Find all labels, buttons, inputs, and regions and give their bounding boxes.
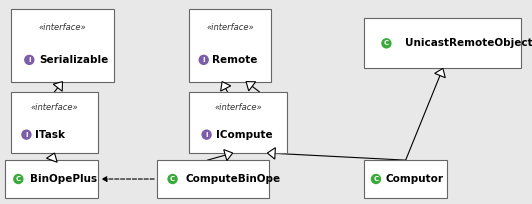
Text: «interface»: «interface» [206, 23, 254, 32]
Bar [189, 9, 271, 82]
Polygon shape [224, 150, 233, 161]
Ellipse shape [168, 175, 177, 184]
Text: ITask: ITask [35, 130, 65, 140]
Text: UnicastRemoteObject: UnicastRemoteObject [405, 38, 532, 48]
Bar [364, 18, 521, 68]
Text: C: C [384, 40, 389, 46]
Text: C: C [373, 176, 379, 182]
Bar [157, 160, 269, 198]
Text: C: C [16, 176, 21, 182]
Ellipse shape [382, 39, 391, 48]
Text: Serializable: Serializable [40, 55, 109, 65]
Text: I: I [205, 132, 208, 138]
Text: I: I [28, 57, 30, 63]
Ellipse shape [199, 55, 208, 64]
Bar [189, 92, 287, 153]
Text: «interface»: «interface» [31, 103, 78, 112]
Text: «interface»: «interface» [214, 103, 262, 112]
Text: C: C [170, 176, 175, 182]
Text: I: I [25, 132, 28, 138]
Polygon shape [268, 148, 276, 159]
Text: ComputeBinOpe: ComputeBinOpe [186, 174, 281, 184]
Text: BinOpePlus: BinOpePlus [29, 174, 97, 184]
Text: Remote: Remote [212, 55, 257, 65]
Ellipse shape [202, 130, 211, 139]
Polygon shape [435, 68, 445, 78]
Text: «interface»: «interface» [39, 23, 86, 32]
Bar [364, 160, 447, 198]
Polygon shape [53, 82, 63, 91]
Polygon shape [46, 153, 57, 162]
Text: Computor: Computor [386, 174, 444, 184]
Ellipse shape [25, 55, 34, 64]
Polygon shape [246, 82, 256, 91]
Bar [11, 92, 98, 153]
Bar [11, 9, 114, 82]
Bar [5, 160, 98, 198]
Polygon shape [221, 82, 231, 91]
Text: ICompute: ICompute [217, 130, 273, 140]
Text: I: I [203, 57, 205, 63]
Ellipse shape [371, 175, 380, 184]
Ellipse shape [14, 175, 23, 184]
Ellipse shape [22, 130, 31, 139]
